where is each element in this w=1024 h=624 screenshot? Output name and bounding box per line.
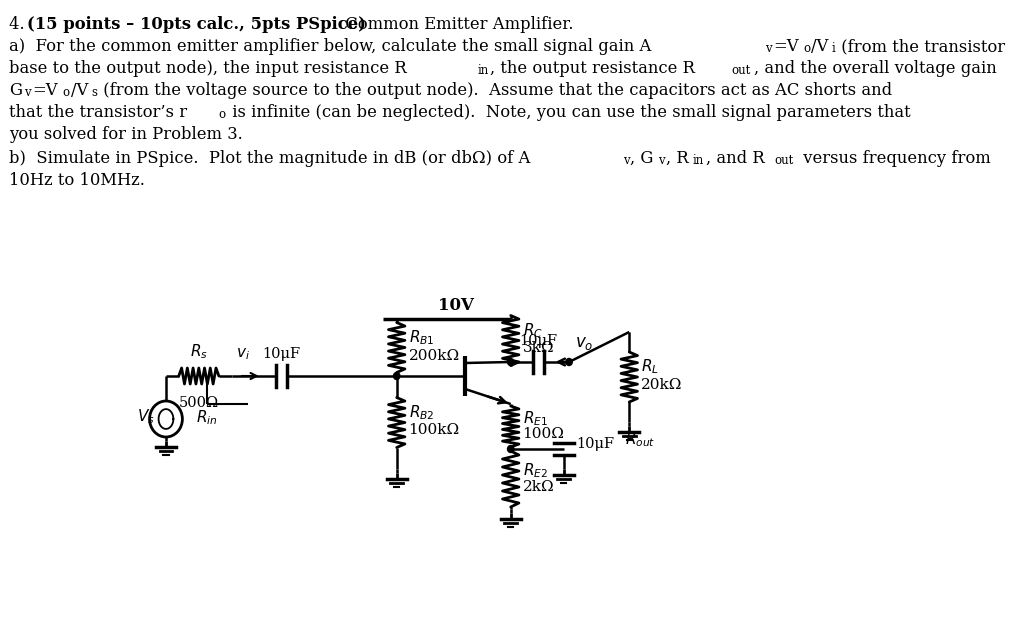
Circle shape — [508, 359, 514, 366]
Text: 10μF: 10μF — [519, 334, 557, 348]
Text: 10V: 10V — [438, 297, 474, 314]
Text: $R_{out}$: $R_{out}$ — [625, 430, 655, 449]
Text: 4.: 4. — [9, 16, 30, 33]
Text: (15 points – 10pts calc., 5pts PSpice): (15 points – 10pts calc., 5pts PSpice) — [28, 16, 367, 33]
Text: a)  For the common emitter amplifier below, calculate the small signal gain A: a) For the common emitter amplifier belo… — [9, 38, 651, 55]
Text: b)  Simulate in PSpice.  Plot the magnitude in dB (or dbΩ) of A: b) Simulate in PSpice. Plot the magnitud… — [9, 150, 530, 167]
Text: 200kΩ: 200kΩ — [409, 348, 460, 363]
Circle shape — [566, 359, 572, 366]
Text: out: out — [731, 64, 751, 77]
Text: /V: /V — [71, 82, 88, 99]
Text: 3kΩ: 3kΩ — [522, 341, 554, 356]
Text: (from the transistor: (from the transistor — [837, 38, 1006, 55]
Text: $R_{B1}$: $R_{B1}$ — [409, 328, 434, 347]
Text: i: i — [831, 42, 836, 54]
Text: v: v — [765, 42, 772, 54]
Text: versus frequency from: versus frequency from — [798, 150, 990, 167]
Text: v: v — [25, 85, 31, 99]
Text: G: G — [9, 82, 23, 99]
Circle shape — [393, 373, 400, 379]
Text: $R_{in}$: $R_{in}$ — [197, 409, 218, 427]
Text: 100Ω: 100Ω — [522, 427, 564, 442]
Circle shape — [508, 446, 514, 452]
Text: $R_C$: $R_C$ — [522, 321, 543, 340]
Text: 2kΩ: 2kΩ — [522, 480, 554, 494]
Text: 500Ω: 500Ω — [179, 396, 219, 410]
Text: /V: /V — [811, 38, 828, 55]
Text: 10Hz to 10MHz.: 10Hz to 10MHz. — [9, 172, 145, 189]
Text: 10μF: 10μF — [577, 437, 614, 451]
Text: v: v — [658, 154, 665, 167]
Text: $R_{E2}$: $R_{E2}$ — [522, 462, 548, 480]
Text: in: in — [477, 64, 488, 77]
Text: $R_s$: $R_s$ — [189, 343, 208, 361]
Text: o: o — [62, 85, 70, 99]
Text: 10μF: 10μF — [263, 347, 301, 361]
Text: $R_L$: $R_L$ — [641, 358, 659, 376]
Text: $v_o$: $v_o$ — [574, 335, 593, 352]
Text: v: v — [623, 154, 630, 167]
Text: (from the voltage source to the output node).  Assume that the capacitors act as: (from the voltage source to the output n… — [98, 82, 892, 99]
Text: in: in — [692, 154, 703, 167]
Text: , R: , R — [666, 150, 688, 167]
Text: =V: =V — [773, 38, 799, 55]
Text: s: s — [91, 85, 97, 99]
Text: is infinite (can be neglected).  Note, you can use the small signal parameters t: is infinite (can be neglected). Note, yo… — [227, 104, 910, 121]
Text: 100kΩ: 100kΩ — [409, 424, 460, 437]
Text: , G: , G — [631, 150, 653, 167]
Text: out: out — [775, 154, 795, 167]
Text: =V: =V — [32, 82, 57, 99]
Text: o: o — [803, 42, 810, 54]
Text: $R_{E1}$: $R_{E1}$ — [522, 409, 548, 428]
Text: that the transistor’s r: that the transistor’s r — [9, 104, 187, 121]
Text: you solved for in Problem 3.: you solved for in Problem 3. — [9, 126, 243, 143]
Text: $R_{B2}$: $R_{B2}$ — [409, 403, 434, 422]
Text: , the output resistance R: , the output resistance R — [490, 60, 695, 77]
Text: o: o — [219, 107, 226, 120]
Text: base to the output node), the input resistance R: base to the output node), the input resi… — [9, 60, 407, 77]
Text: 20kΩ: 20kΩ — [641, 378, 682, 392]
Text: Common Emitter Amplifier.: Common Emitter Amplifier. — [340, 16, 573, 33]
Text: $V_s$: $V_s$ — [137, 407, 155, 426]
Text: , and the overall voltage gain: , and the overall voltage gain — [755, 60, 997, 77]
Text: , and R: , and R — [706, 150, 765, 167]
Text: $v_i$: $v_i$ — [237, 346, 250, 362]
